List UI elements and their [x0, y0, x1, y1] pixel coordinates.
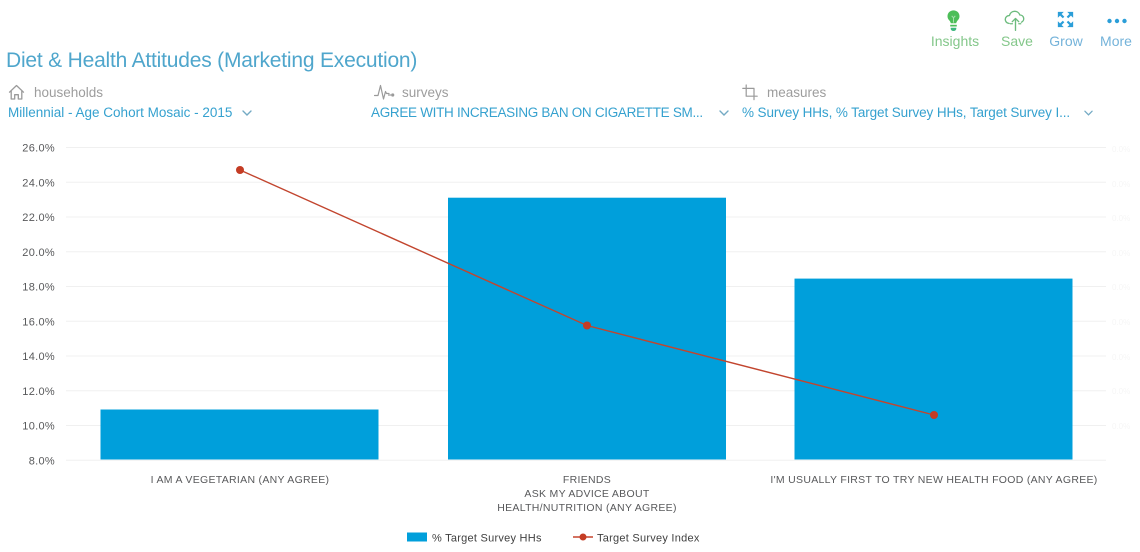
svg-text:I AM A VEGETARIAN (ANY AGREE): I AM A VEGETARIAN (ANY AGREE): [151, 474, 330, 486]
svg-text:0.0%: 0.0%: [1112, 422, 1130, 431]
svg-text:HEALTH/NUTRITION (ANY AGREE): HEALTH/NUTRITION (ANY AGREE): [497, 502, 677, 514]
svg-text:26.0%: 26.0%: [22, 143, 55, 155]
svg-text:0.0%: 0.0%: [1112, 249, 1130, 258]
svg-text:I'M USUALLY FIRST TO TRY NEW H: I'M USUALLY FIRST TO TRY NEW HEALTH FOOD…: [770, 474, 1097, 486]
svg-text:22.0%: 22.0%: [22, 212, 55, 224]
svg-text:10.0%: 10.0%: [22, 421, 55, 433]
svg-text:8.0%: 8.0%: [29, 455, 55, 467]
svg-text:12.0%: 12.0%: [22, 386, 55, 398]
svg-text:0.0%: 0.0%: [1112, 353, 1130, 362]
svg-text:0.0%: 0.0%: [1112, 387, 1130, 396]
svg-text:18.0%: 18.0%: [22, 282, 55, 294]
svg-text:0.0%: 0.0%: [1112, 180, 1130, 189]
svg-text:24.0%: 24.0%: [22, 177, 55, 189]
svg-text:FRIENDS: FRIENDS: [563, 474, 611, 486]
svg-text:0.0%: 0.0%: [1112, 214, 1130, 223]
svg-text:% Target Survey HHs: % Target Survey HHs: [432, 533, 542, 545]
svg-text:0.0%: 0.0%: [1112, 283, 1130, 292]
svg-text:0.0%: 0.0%: [1112, 145, 1130, 154]
svg-text:0.0%: 0.0%: [1112, 318, 1130, 327]
svg-text:ASK MY ADVICE ABOUT: ASK MY ADVICE ABOUT: [524, 488, 649, 500]
svg-text:Target Survey Index: Target Survey Index: [597, 533, 700, 545]
svg-text:14.0%: 14.0%: [22, 351, 55, 363]
svg-text:20.0%: 20.0%: [22, 247, 55, 259]
svg-text:16.0%: 16.0%: [22, 316, 55, 328]
